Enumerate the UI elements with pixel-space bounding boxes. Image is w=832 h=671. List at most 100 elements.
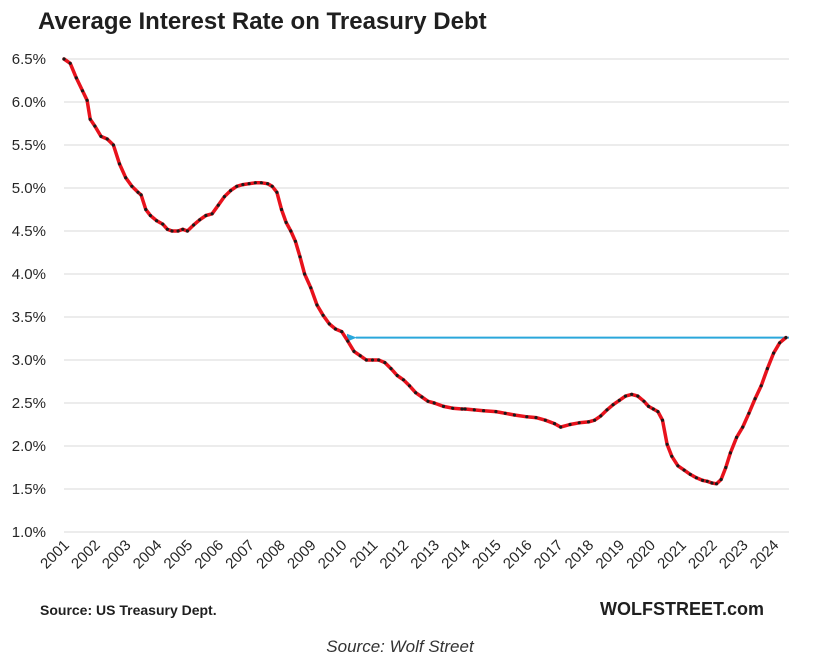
data-point xyxy=(414,391,418,395)
data-point xyxy=(395,373,399,378)
data-point xyxy=(284,220,288,224)
data-point xyxy=(185,229,189,233)
data-point xyxy=(315,303,319,307)
series-line xyxy=(62,57,788,486)
data-point xyxy=(198,218,202,222)
data-point xyxy=(494,410,498,414)
y-axis-tick-labels: 1.0% 1.5% 2.0% 2.5% 3.0% 3.5% 4.0% 4.5% 5.0% 5.5%… xyxy=(12,51,46,541)
data-point xyxy=(714,482,719,486)
data-point xyxy=(389,367,393,371)
data-point xyxy=(682,468,686,472)
x-tick-label: 2014 xyxy=(438,537,474,573)
data-point xyxy=(482,409,486,413)
x-tick-label: 2004 xyxy=(130,537,166,573)
data-point xyxy=(630,392,634,396)
data-point xyxy=(623,394,628,398)
data-point xyxy=(441,404,446,408)
data-point xyxy=(270,184,274,188)
x-tick-label: 2018 xyxy=(562,537,598,573)
image-caption: Source: Wolf Street xyxy=(326,637,474,656)
data-point xyxy=(377,358,381,362)
y-tick-label: 2.5% xyxy=(12,395,46,412)
data-point xyxy=(74,76,78,80)
data-point xyxy=(144,207,148,212)
y-tick-label: 5.0% xyxy=(12,180,46,197)
x-tick-label: 2007 xyxy=(222,537,258,573)
data-point xyxy=(235,184,239,188)
data-point xyxy=(676,464,680,468)
data-point xyxy=(333,327,338,331)
data-point xyxy=(586,420,591,424)
data-point xyxy=(259,181,263,185)
data-point xyxy=(247,182,251,186)
data-point xyxy=(88,117,92,121)
data-point xyxy=(161,222,165,226)
data-point xyxy=(759,384,763,388)
data-point xyxy=(192,223,196,227)
source-label: Source: US Treasury Dept. xyxy=(40,602,217,618)
data-point xyxy=(559,425,563,429)
data-point xyxy=(728,451,733,455)
data-point xyxy=(165,227,169,231)
data-point xyxy=(451,406,455,410)
data-point xyxy=(543,418,547,422)
data-point xyxy=(710,481,714,485)
data-point xyxy=(472,408,476,412)
data-point xyxy=(651,407,655,411)
data-point xyxy=(460,407,464,411)
x-tick-label: 2021 xyxy=(654,537,690,573)
data-point xyxy=(605,408,609,412)
x-tick-label: 2015 xyxy=(469,537,505,573)
data-point xyxy=(383,361,387,365)
data-point xyxy=(241,183,245,187)
data-point xyxy=(765,367,770,371)
data-point xyxy=(552,422,557,426)
x-tick-label: 2008 xyxy=(253,537,289,573)
data-point xyxy=(309,286,313,290)
data-point xyxy=(298,255,302,259)
data-point xyxy=(534,416,538,420)
data-point xyxy=(642,399,646,403)
data-point xyxy=(735,435,739,439)
data-point xyxy=(253,181,257,185)
y-tick-label: 6.5% xyxy=(12,51,46,68)
data-point xyxy=(656,410,660,414)
data-point xyxy=(327,322,331,326)
data-point xyxy=(568,422,572,427)
chart-title: Average Interest Rate on Treasury Debt xyxy=(38,8,487,35)
data-point xyxy=(105,137,109,141)
data-point xyxy=(181,227,185,231)
data-point xyxy=(303,272,307,276)
data-point xyxy=(665,442,669,446)
data-point xyxy=(647,404,651,408)
data-point xyxy=(636,394,640,398)
x-tick-label: 2002 xyxy=(68,537,104,573)
y-tick-label: 1.0% xyxy=(12,524,46,541)
data-point xyxy=(593,418,597,422)
y-tick-label: 4.5% xyxy=(12,223,46,240)
data-point xyxy=(93,124,97,128)
data-point xyxy=(599,414,603,418)
brand-label: WOLFSTREET.com xyxy=(600,599,765,619)
data-point xyxy=(778,341,782,345)
data-point xyxy=(275,190,279,194)
data-point xyxy=(340,330,344,334)
data-point xyxy=(401,378,405,382)
data-point xyxy=(741,425,745,429)
data-point xyxy=(117,162,122,166)
x-tick-label: 2005 xyxy=(161,537,197,573)
y-tick-label: 2.0% xyxy=(12,438,46,455)
y-tick-label: 3.5% xyxy=(12,309,46,326)
data-point xyxy=(346,339,350,343)
data-point xyxy=(266,182,270,186)
data-point xyxy=(370,358,375,362)
data-point xyxy=(321,313,325,317)
x-tick-label: 2022 xyxy=(685,537,721,573)
data-point xyxy=(364,358,368,362)
x-tick-label: 2001 xyxy=(37,537,73,573)
x-tick-label: 2016 xyxy=(500,537,536,573)
data-point xyxy=(210,212,214,216)
data-point xyxy=(701,478,705,482)
x-axis-tick-labels: 2001200220032004200520062007200820092010… xyxy=(37,537,782,573)
